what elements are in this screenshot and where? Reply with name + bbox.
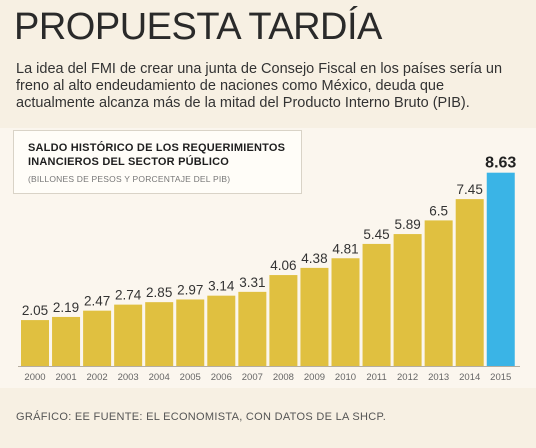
tick-label-2008: 2008 (273, 372, 294, 383)
data-label-2008: 4.06 (270, 258, 296, 273)
tick-label-2012: 2012 (397, 372, 418, 383)
bar-2007 (238, 291, 267, 366)
bar-2003 (114, 304, 143, 366)
bar-2002 (83, 310, 112, 366)
tick-label-2009: 2009 (304, 372, 325, 383)
bar-2001 (52, 316, 81, 366)
tick-label-2003: 2003 (118, 372, 139, 383)
data-label-2003: 2.74 (115, 288, 142, 303)
data-label-2014: 7.45 (457, 182, 483, 197)
tick-label-2006: 2006 (211, 372, 232, 383)
data-label-2007: 3.31 (239, 275, 265, 290)
tick-label-2000: 2000 (24, 372, 45, 383)
bar-2014 (455, 199, 484, 366)
bar-2009 (300, 267, 329, 366)
bar-2006 (207, 295, 236, 366)
data-label-2010: 4.81 (332, 241, 358, 256)
bar-2008 (269, 275, 298, 366)
chart-subtitle: (BILLONES DE PESOS Y PORCENTAJE DEL PIB) (28, 174, 231, 184)
bar-2013 (424, 220, 453, 366)
data-label-2013: 6.5 (429, 203, 448, 218)
tick-label-2005: 2005 (180, 372, 201, 383)
chart-title: SALDO HISTÓRICO DE LOS REQUERIMIENTOS IN… (28, 142, 286, 168)
page-title: PROPUESTA TARDÍA (14, 6, 382, 48)
data-label-2000: 2.05 (22, 303, 48, 318)
bar-2005 (176, 299, 205, 366)
data-label-2002: 2.47 (84, 294, 110, 309)
data-label-2001: 2.19 (53, 300, 79, 315)
tick-label-2004: 2004 (149, 372, 170, 383)
data-label-2012: 5.89 (394, 217, 420, 232)
tick-label-2010: 2010 (335, 372, 356, 383)
tick-label-2013: 2013 (428, 372, 449, 383)
tick-label-2002: 2002 (87, 372, 108, 383)
bar-2011 (362, 243, 391, 366)
bar-2004 (145, 302, 174, 366)
data-label-2011: 5.45 (363, 227, 389, 242)
chart-label-box: SALDO HISTÓRICO DE LOS REQUERIMIENTOS IN… (13, 130, 302, 194)
tick-label-2007: 2007 (242, 372, 263, 383)
tick-label-2015: 2015 (490, 372, 511, 383)
data-label-2004: 2.85 (146, 285, 172, 300)
source-credit: GRÁFICO: EE FUENTE: EL ECONOMISTA, CON D… (16, 411, 387, 423)
intro-paragraph: La idea del FMI de crear una junta de Co… (16, 61, 503, 111)
data-label-2005: 2.97 (177, 282, 203, 297)
bar-2012 (393, 234, 422, 366)
bar-2015 (486, 172, 515, 366)
bar-2010 (331, 258, 360, 366)
tick-label-2001: 2001 (55, 372, 76, 383)
tick-label-2011: 2011 (366, 372, 386, 383)
data-label-2009: 4.38 (301, 251, 327, 266)
data-label-2015: 8.63 (485, 155, 516, 172)
tick-label-2014: 2014 (459, 372, 480, 383)
data-label-2006: 3.14 (208, 279, 235, 294)
bar-2000 (21, 320, 49, 366)
